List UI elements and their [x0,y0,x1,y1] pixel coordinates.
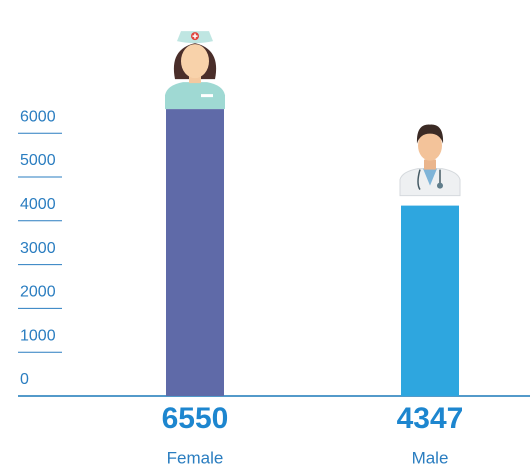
value-label: 4347 [397,402,464,435]
icon-face [418,130,442,161]
x-tick-label: Female [167,448,224,467]
bar [401,205,459,396]
icon-badge [201,94,213,98]
value-label: 6550 [162,402,229,435]
y-tick-label: 4000 [20,196,56,213]
icons [165,31,461,197]
y-tick-label: 3000 [20,240,56,257]
icon-bell [437,182,443,189]
icon-cross [192,33,198,39]
icon-face [181,44,209,79]
doctor-icon [399,124,461,197]
icon-hair [416,124,444,144]
y-tick-label: 0 [20,371,29,388]
icon-shirt [423,168,437,186]
x-tick-label: Male [412,448,449,467]
nurse-icon [165,31,225,110]
icon-neck [424,159,436,170]
y-tick-label: 2000 [20,284,56,301]
y-tick-label: 6000 [20,108,56,125]
bar [166,109,224,397]
y-tick-label: 5000 [20,152,56,169]
y-tick-label: 1000 [20,327,56,344]
icon-body [165,82,225,110]
